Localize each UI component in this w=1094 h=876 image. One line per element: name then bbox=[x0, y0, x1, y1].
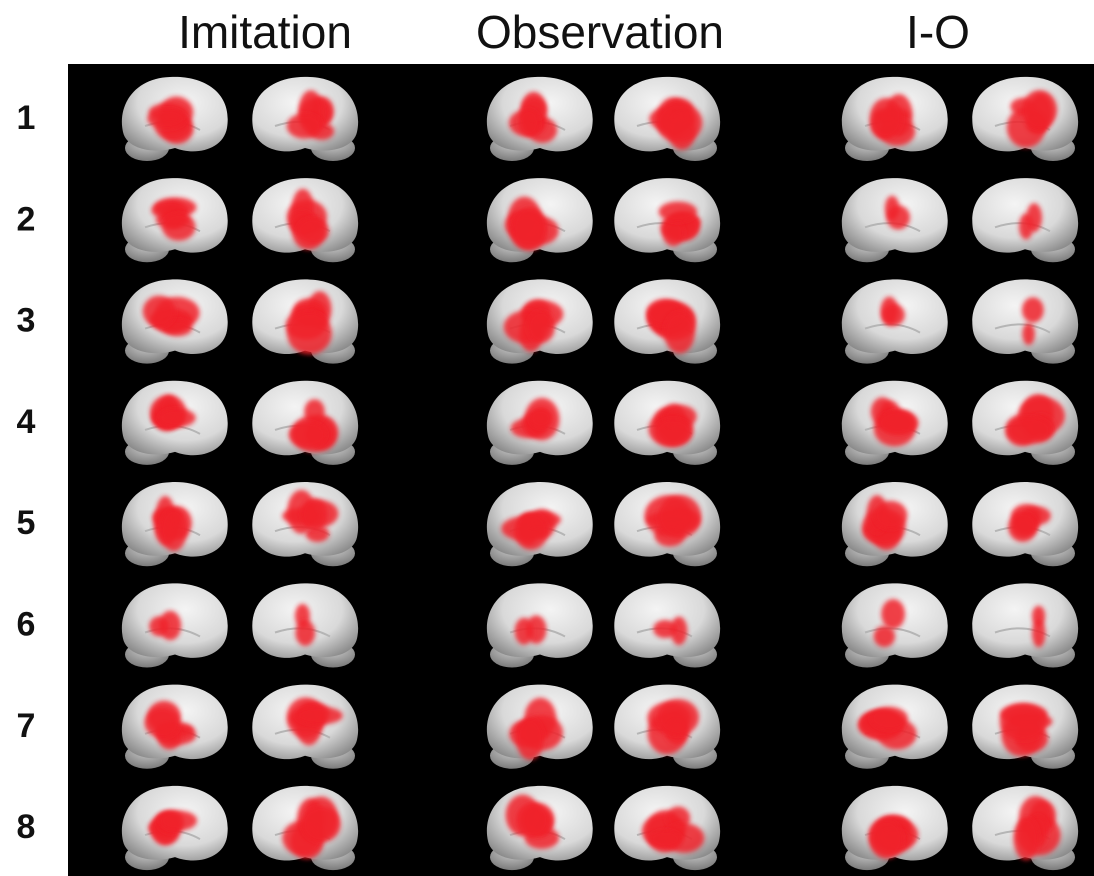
figure: Imitation Observation I-O 1 2 3 4 5 6 7 8 bbox=[0, 0, 1094, 876]
activation bbox=[874, 501, 907, 529]
activation bbox=[1022, 90, 1057, 129]
activation bbox=[1032, 619, 1045, 647]
activation bbox=[160, 811, 197, 831]
column-header: Imitation bbox=[178, 6, 352, 58]
activation bbox=[514, 513, 548, 550]
column-headers: Imitation Observation I-O bbox=[178, 6, 970, 58]
row-labels: 1 2 3 4 5 6 7 8 bbox=[17, 99, 36, 846]
activation bbox=[886, 205, 910, 229]
activation bbox=[158, 408, 195, 427]
activation bbox=[287, 312, 332, 355]
activation bbox=[664, 312, 695, 354]
row-label: 6 bbox=[17, 605, 36, 643]
activation bbox=[1008, 512, 1037, 542]
activation bbox=[301, 498, 327, 530]
activation bbox=[530, 408, 552, 428]
activation bbox=[515, 618, 534, 645]
activation bbox=[527, 311, 555, 343]
activation bbox=[304, 399, 325, 424]
activation bbox=[149, 616, 169, 636]
activation bbox=[1026, 203, 1042, 232]
activation bbox=[295, 620, 315, 646]
row-label: 5 bbox=[17, 504, 36, 542]
activation bbox=[659, 202, 697, 222]
activation bbox=[516, 718, 544, 760]
row-label: 2 bbox=[17, 200, 36, 238]
row-label: 7 bbox=[17, 707, 36, 745]
activation bbox=[302, 806, 341, 842]
activation bbox=[656, 103, 702, 143]
activation bbox=[296, 706, 343, 724]
image-panel bbox=[68, 64, 1094, 876]
row-label: 4 bbox=[17, 403, 36, 441]
activation bbox=[1000, 703, 1047, 740]
activation bbox=[162, 213, 195, 241]
activation bbox=[878, 410, 918, 435]
row-label: 1 bbox=[17, 99, 36, 137]
activation bbox=[881, 599, 905, 629]
activation bbox=[516, 803, 549, 837]
activation bbox=[518, 109, 539, 137]
column-header: Observation bbox=[476, 6, 724, 58]
row-label: 8 bbox=[17, 808, 36, 846]
activation bbox=[657, 699, 699, 736]
activation bbox=[874, 626, 895, 647]
activation bbox=[1014, 817, 1039, 860]
column-header: I-O bbox=[906, 6, 970, 58]
activation bbox=[658, 495, 701, 539]
activation bbox=[870, 820, 903, 859]
activation bbox=[1007, 417, 1051, 445]
activation bbox=[297, 218, 329, 245]
activation bbox=[649, 830, 681, 848]
activation bbox=[882, 304, 905, 326]
activation bbox=[653, 620, 677, 638]
activation bbox=[655, 418, 692, 446]
activation bbox=[160, 509, 187, 552]
activation bbox=[1022, 323, 1035, 345]
activation bbox=[512, 207, 547, 251]
activation bbox=[289, 421, 327, 447]
activation bbox=[1022, 297, 1044, 322]
activation bbox=[870, 98, 903, 138]
row-label: 3 bbox=[17, 302, 36, 340]
activation bbox=[287, 113, 322, 138]
activation bbox=[147, 108, 186, 128]
activation bbox=[143, 296, 176, 327]
activation bbox=[870, 707, 907, 730]
activation bbox=[144, 708, 180, 738]
activation bbox=[663, 220, 684, 246]
